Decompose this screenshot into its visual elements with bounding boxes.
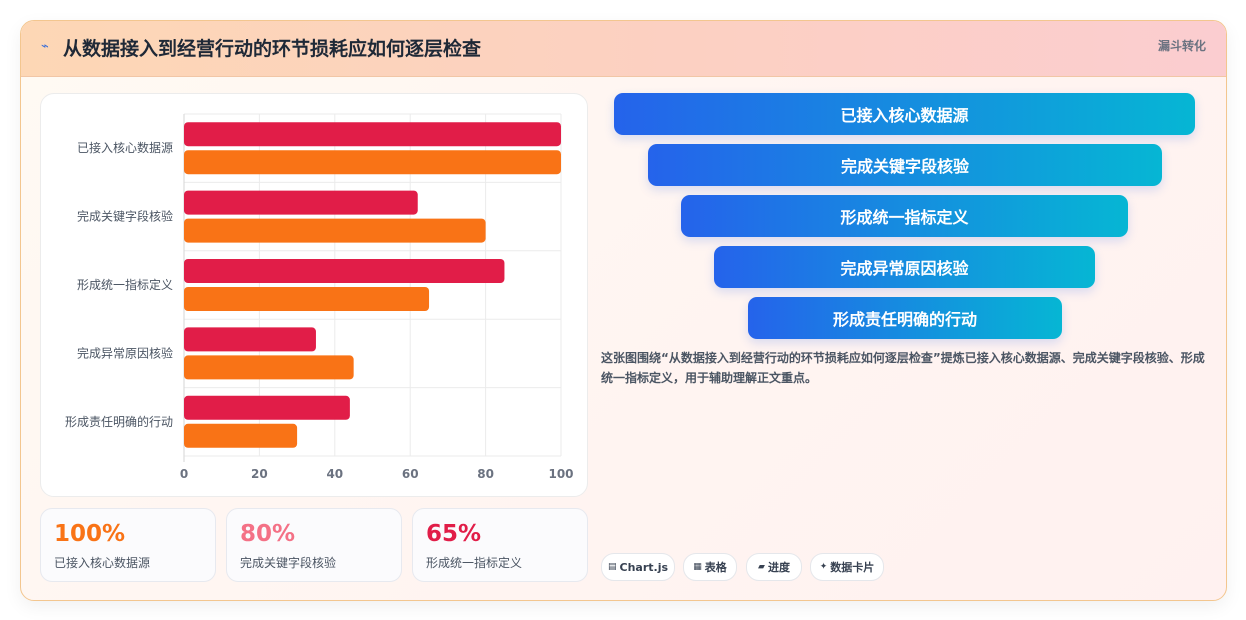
stat-card-2: 80% 完成关键字段核验	[226, 508, 402, 582]
bar-series-2	[184, 355, 354, 380]
stat-label: 完成关键字段核验	[240, 556, 337, 570]
category-label: 形成责任明确的行动	[65, 414, 173, 429]
chip-progress[interactable]: ▰ 进度	[746, 553, 802, 581]
bar-series-1	[184, 327, 316, 352]
trend-line-icon: ⌁	[41, 39, 49, 54]
card-header: ⌁ 从数据接入到经营行动的环节损耗应如何逐层检查 漏斗转化	[21, 21, 1226, 77]
x-tick-label: 20	[251, 467, 268, 481]
chart-icon: ▤	[607, 562, 617, 572]
x-tick-label: 0	[180, 467, 188, 481]
funnel-step-1: 已接入核心数据源	[614, 93, 1195, 135]
chip-label: 进度	[767, 561, 790, 574]
category-label: 完成异常原因核验	[77, 345, 173, 360]
bar-series-1	[184, 190, 418, 215]
category-label: 完成关键字段核验	[77, 209, 173, 224]
bar-series-2	[184, 423, 298, 448]
category-label: 已接入核心数据源	[77, 140, 173, 155]
stat-card-3: 65% 形成统一指标定义	[412, 508, 588, 582]
stat-value: 100%	[54, 521, 126, 547]
x-tick-label: 80	[477, 467, 494, 481]
chip-data-card[interactable]: ✦ 数据卡片	[810, 553, 884, 581]
stat-label: 形成统一指标定义	[426, 556, 523, 570]
chip-label: Chart.js	[619, 560, 669, 574]
chip-label: 表格	[704, 561, 727, 574]
bar-chart-svg: 已接入核心数据源完成关键字段核验形成统一指标定义完成异常原因核验形成责任明确的行…	[65, 113, 574, 481]
stat-label: 已接入核心数据源	[54, 556, 151, 570]
sparkle-icon: ✦	[819, 562, 828, 572]
description-text: 这张图围绕“从数据接入到经营行动的环节损耗应如何逐层检查”提炼已接入核心数据源、…	[601, 351, 1205, 385]
bar-series-1	[184, 395, 350, 420]
bar-series-2	[184, 287, 430, 311]
x-tick-label: 100	[548, 467, 573, 481]
funnel-step-2: 完成关键字段核验	[648, 144, 1162, 186]
funnel-step-3: 形成统一指标定义	[681, 195, 1128, 237]
x-tick-label: 60	[402, 467, 419, 481]
bar-series-2	[184, 218, 486, 243]
table-icon: ▦	[693, 562, 702, 572]
bar-series-1	[184, 122, 561, 147]
page-title: 从数据接入到经营行动的环节损耗应如何逐层检查	[63, 38, 482, 60]
x-tick-label: 40	[326, 467, 343, 481]
main-card: ⌁ 从数据接入到经营行动的环节损耗应如何逐层检查 漏斗转化 已接入核心数据源 完成…	[20, 20, 1227, 601]
stat-value: 65%	[426, 521, 482, 547]
progress-icon: ▰	[758, 562, 765, 572]
stat-value: 80%	[240, 521, 296, 547]
chip-chartjs[interactable]: ▤ Chart.js	[601, 553, 675, 581]
chip-label: 数据卡片	[830, 561, 875, 574]
bar-series-1	[184, 259, 505, 283]
funnel-step-5: 形成责任明确的行动	[748, 297, 1062, 339]
category-label: 形成统一指标定义	[77, 277, 173, 292]
bar-chart: 已接入核心数据源 完成关键字段核验 形成统一指标定义 完成异常原因核验形成责任明确的行…	[40, 93, 588, 497]
funnel-step-4: 完成异常原因核验	[714, 246, 1095, 288]
chip-table[interactable]: ▦ 表格	[683, 553, 737, 581]
stat-card-1: 100% 已接入核心数据源	[40, 508, 216, 582]
category-tag: 漏斗转化	[1157, 39, 1206, 53]
bar-series-2	[184, 150, 561, 175]
